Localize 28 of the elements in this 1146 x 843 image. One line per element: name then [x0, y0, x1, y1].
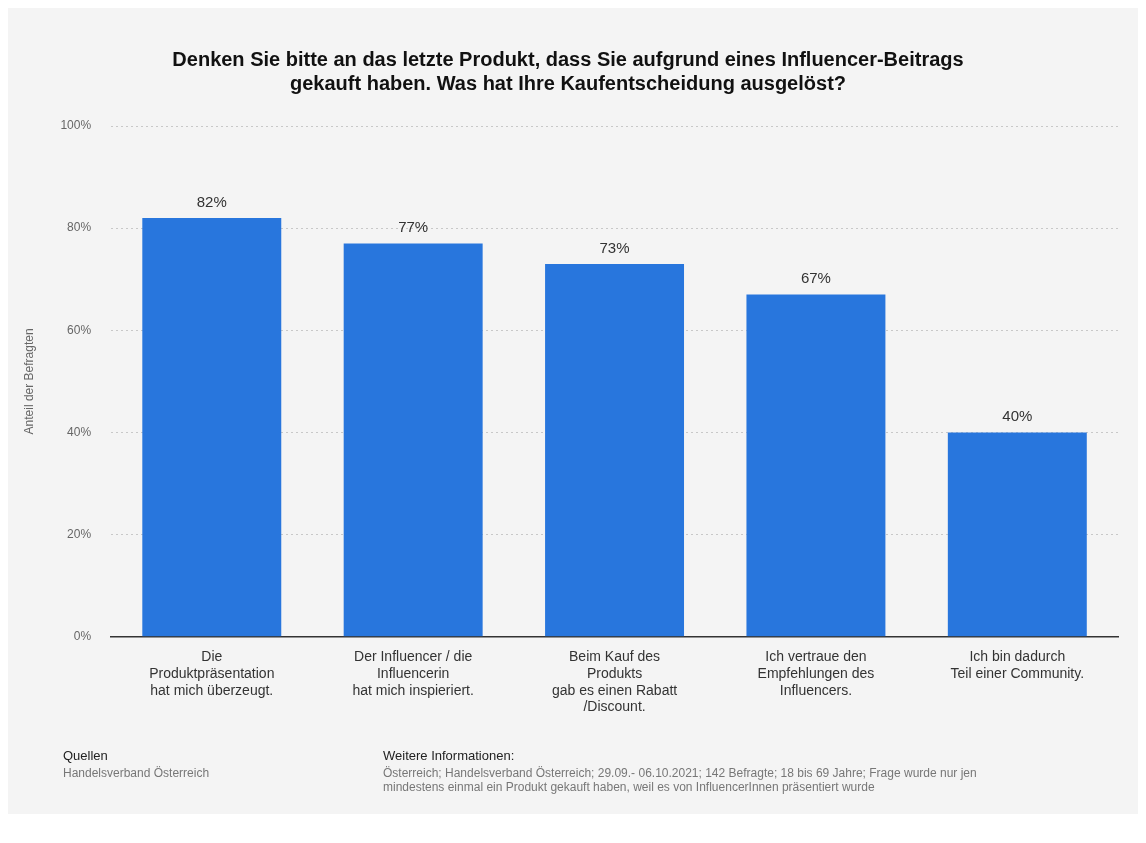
text: Handelsverband Österreich [63, 766, 211, 780]
data-label: 67% [800, 269, 831, 287]
bar [947, 432, 1087, 637]
y-tick-label: 80% [67, 220, 92, 235]
x-tick-label: Der Influencer / die Influencerin hat mich inspieriert. [352, 648, 474, 698]
data-label: 82% [196, 192, 227, 210]
x-tick-label: Die Produktpräsentation hat mich überzeugt. [149, 648, 275, 698]
bar [343, 243, 483, 637]
x-tick-label: Ich vertraue den Empfehlungen des Influencers. [757, 648, 875, 698]
data-label: 40% [1002, 407, 1033, 425]
x-tick-label: Ich bin dadurch Teil einer Community. [950, 648, 1085, 681]
y-tick-label: 100% [60, 118, 92, 133]
text: Österreich; Handelsverband Österreich; 29.09.- 06.10.2021; 142 Befragte; 18 bis 69 Jahre; Frage wurde nur jen [383, 766, 978, 780]
chart-title: Denken Sie bitte an das letzte Produkt, dass Sie aufgrund eines Influencer-Beitrags gekauft haben. Was hat Ihre Kaufentscheidung ausgelöst? [172, 47, 964, 94]
data-label: 77% [398, 218, 429, 236]
y-tick-label: 20% [67, 526, 92, 541]
text: Weitere Informationen: [383, 748, 516, 763]
data-label: 73% [599, 238, 630, 256]
bar [746, 294, 886, 637]
x-tick-label: Beim Kauf des Produkts gab es einen Rabatt /Discount. [551, 648, 678, 715]
y-tick-label: 0% [73, 629, 92, 644]
y-tick-label: 40% [67, 424, 92, 439]
bar [545, 263, 685, 637]
bar [142, 217, 282, 637]
text: mindestens einmal ein Produkt gekauft haben, weil es von InfluencerInnen präsentiert wurde [383, 780, 876, 794]
text: Quellen [63, 748, 109, 763]
y-axis-title: Anteil der Befragten [21, 328, 36, 435]
y-tick-label: 60% [67, 322, 92, 337]
